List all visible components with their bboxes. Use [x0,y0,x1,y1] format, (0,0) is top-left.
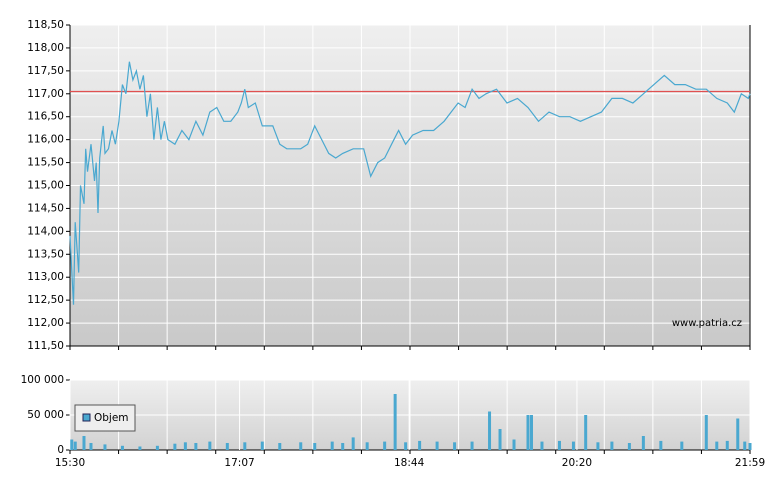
volume-bar [313,443,317,450]
volume-bar [557,440,561,450]
volume-bar [453,442,457,450]
volume-bar [641,436,645,450]
price-line [69,61,751,305]
y-tick-label: 117,00 [27,88,64,100]
volume-bar [82,436,86,450]
volume-bar [529,415,533,450]
y-tick-label: 113,00 [27,271,64,283]
volume-bar [736,418,740,450]
volume-bar [404,442,408,450]
volume-bar [70,439,74,450]
volume-bar [155,445,159,450]
volume-bar [341,443,345,450]
volume-bar [435,441,439,450]
volume-bar [498,429,502,450]
volume-bar [596,442,600,450]
y-tick-label: 50 000 [27,409,64,421]
volume-bar [365,442,369,450]
volume-bar [351,437,355,450]
volume-bar [173,443,177,450]
volume-bar [748,443,752,450]
volume-bar [526,415,530,450]
volume-bar [194,443,198,450]
volume-bar [743,441,747,450]
volume-bar [659,440,663,450]
volume-bar [278,443,282,450]
volume-bar [138,446,142,450]
volume-bar [89,443,93,450]
y-tick-label: 115,50 [27,157,64,169]
x-tick-label: 21:59 [735,457,765,469]
volume-bar [540,441,544,450]
y-tick-label: 114,50 [27,202,64,214]
y-tick-label: 116,00 [27,134,64,146]
x-tick-label: 18:44 [394,457,425,469]
legend-label: Objem [94,412,129,424]
y-tick-label: 112,00 [27,317,64,329]
y-tick-label: 115,00 [27,180,64,192]
volume-bar [488,411,492,450]
volume-bar [383,441,387,450]
legend-swatch [82,413,91,422]
volume-bar [208,441,212,450]
volume-bar [120,445,124,450]
volume-bar [225,443,229,450]
x-tick-label: 20:20 [562,457,592,469]
volume-bar [260,441,264,450]
volume-bar [610,441,614,450]
y-tick-label: 118,00 [27,42,64,54]
volume-bar [393,394,397,450]
volume-bar [680,441,684,450]
volume-bar [725,440,729,450]
volume-bar [418,440,422,450]
volume-bar [103,444,107,450]
y-tick-label: 112,50 [27,294,64,306]
y-tick-label: 116,50 [27,111,64,123]
y-tick-label: 117,50 [27,65,64,77]
volume-bar [584,415,588,450]
y-tick-label: 111,50 [27,340,64,352]
y-tick-label: 118,50 [27,19,64,31]
y-tick-label: 0 [57,444,64,456]
volume-bar [704,415,708,450]
y-tick-label: 100 000 [21,374,64,386]
y-tick-label: 114,00 [27,225,64,237]
x-tick-label: 17:07 [224,457,254,469]
x-tick-label: 15:30 [55,457,85,469]
y-tick-label: 113,50 [27,248,64,260]
volume-bar [73,441,77,450]
volume-bar [715,441,719,450]
volume-bar [243,442,247,450]
volume-bar [627,443,631,450]
volume-bar [330,441,334,450]
volume-bar [299,442,303,450]
volume-bar [470,441,474,450]
volume-bar [183,442,187,450]
volume-bar [512,439,516,450]
volume-bar [571,441,575,450]
watermark: www.patria.cz [672,318,742,329]
